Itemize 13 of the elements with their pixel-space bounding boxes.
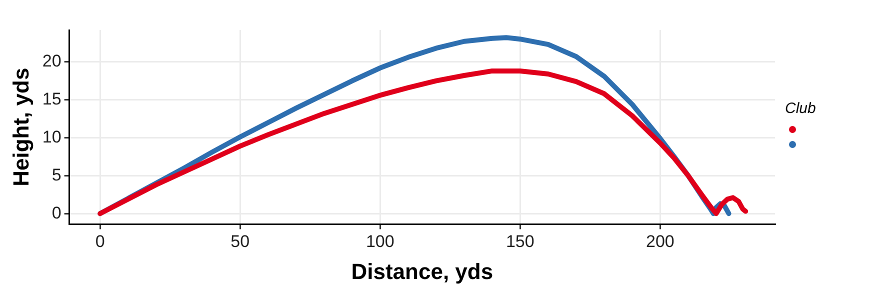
y-axis-title: Height, yds <box>8 68 34 186</box>
x-axis-title: Distance, yds <box>351 258 494 284</box>
x-tick-label: 0 <box>95 232 105 252</box>
x-tick-label: 50 <box>230 232 250 252</box>
x-tick-label: 200 <box>646 232 674 252</box>
x-tick-label: 100 <box>366 232 394 252</box>
y-tick-label: 15 <box>42 89 62 108</box>
x-tick-label: 150 <box>506 232 534 252</box>
y-tick-label: 10 <box>42 127 62 146</box>
y-tick-label: 5 <box>52 165 62 184</box>
y-tick-label: 0 <box>52 203 62 222</box>
y-tick-label: 20 <box>42 52 62 71</box>
legend-title: Club <box>785 100 816 117</box>
